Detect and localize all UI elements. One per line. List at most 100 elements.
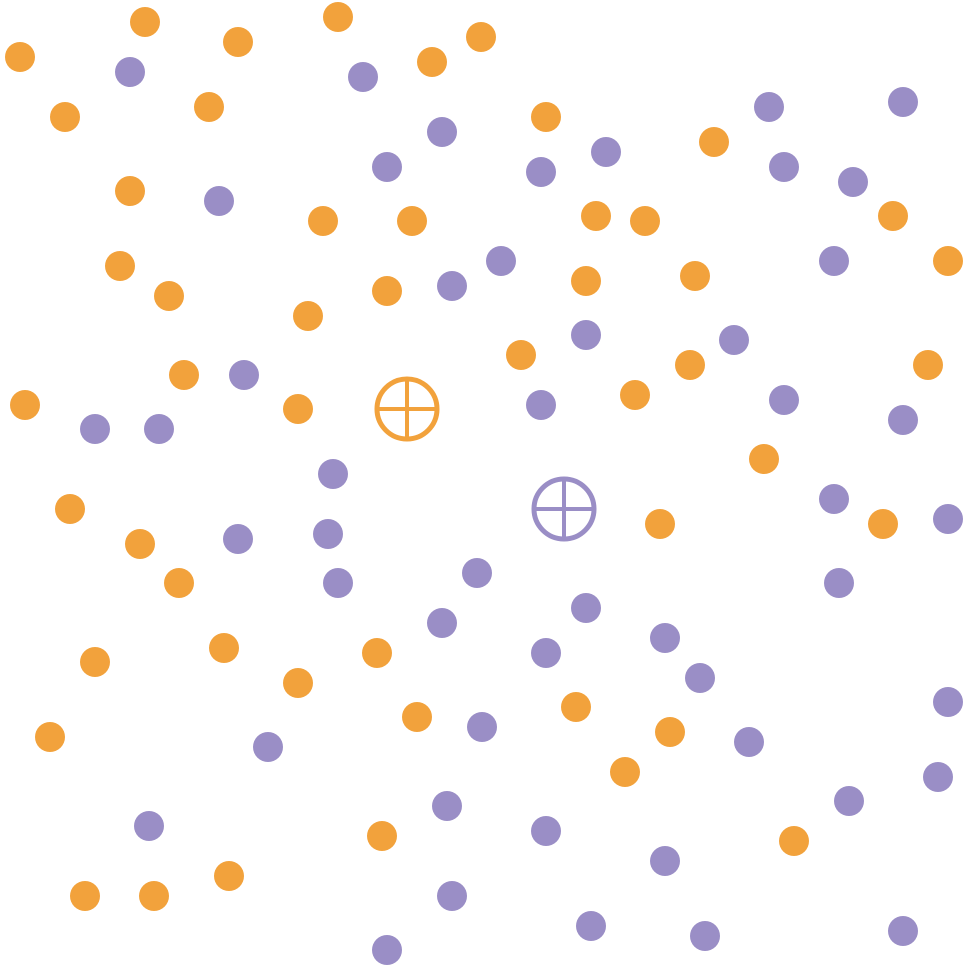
orange-point: [125, 529, 155, 559]
purple-point: [115, 57, 145, 87]
purple-point: [819, 484, 849, 514]
purple-point: [933, 687, 963, 717]
purple-point: [838, 167, 868, 197]
centroid-layer: [374, 376, 597, 542]
orange-point: [655, 717, 685, 747]
points-layer: [5, 2, 963, 965]
orange-point: [283, 668, 313, 698]
purple-point: [427, 608, 457, 638]
purple-point: [824, 568, 854, 598]
purple-point: [372, 935, 402, 965]
purple-point: [571, 320, 601, 350]
orange-point: [367, 821, 397, 851]
purple-point: [80, 414, 110, 444]
orange-point: [139, 881, 169, 911]
purple-point: [204, 186, 234, 216]
orange-point: [283, 394, 313, 424]
purple-point: [531, 816, 561, 846]
orange-point: [372, 276, 402, 306]
orange-point: [35, 722, 65, 752]
purple-point: [769, 385, 799, 415]
orange-point: [630, 206, 660, 236]
purple-point: [933, 504, 963, 534]
orange-point: [105, 251, 135, 281]
orange-point: [308, 206, 338, 236]
orange-point: [169, 360, 199, 390]
orange-point: [531, 102, 561, 132]
orange-point: [55, 494, 85, 524]
purple-point: [467, 712, 497, 742]
orange-point: [164, 568, 194, 598]
purple-point: [253, 732, 283, 762]
orange-point: [561, 692, 591, 722]
orange-point: [506, 340, 536, 370]
orange-point: [50, 102, 80, 132]
purple-point: [888, 916, 918, 946]
orange-point: [699, 127, 729, 157]
purple-point: [526, 157, 556, 187]
purple-point: [486, 246, 516, 276]
orange-point: [913, 350, 943, 380]
purple-point: [144, 414, 174, 444]
orange-point: [10, 390, 40, 420]
orange-point: [749, 444, 779, 474]
orange-point: [154, 281, 184, 311]
orange-point: [323, 2, 353, 32]
orange-point: [933, 246, 963, 276]
purple-point: [650, 623, 680, 653]
purple-point: [685, 663, 715, 693]
orange-point: [417, 47, 447, 77]
orange-centroid-marker: [374, 376, 440, 442]
purple-point: [888, 405, 918, 435]
orange-point: [620, 380, 650, 410]
orange-point: [581, 201, 611, 231]
purple-point: [888, 87, 918, 117]
orange-point: [779, 826, 809, 856]
orange-point: [868, 509, 898, 539]
purple-point: [834, 786, 864, 816]
purple-point: [462, 558, 492, 588]
purple-point: [650, 846, 680, 876]
orange-point: [680, 261, 710, 291]
orange-point: [397, 206, 427, 236]
orange-point: [675, 350, 705, 380]
purple-point: [923, 762, 953, 792]
purple-point: [819, 246, 849, 276]
orange-point: [115, 176, 145, 206]
purple-point: [323, 568, 353, 598]
purple-point: [690, 921, 720, 951]
orange-point: [80, 647, 110, 677]
orange-point: [214, 861, 244, 891]
purple-point: [531, 638, 561, 668]
purple-point: [427, 117, 457, 147]
purple-point: [437, 881, 467, 911]
purple-point: [372, 152, 402, 182]
purple-point: [223, 524, 253, 554]
orange-point: [223, 27, 253, 57]
purple-point: [719, 325, 749, 355]
orange-point: [293, 301, 323, 331]
purple-point: [754, 92, 784, 122]
purple-point: [229, 360, 259, 390]
purple-point: [318, 459, 348, 489]
orange-point: [209, 633, 239, 663]
orange-point: [571, 266, 601, 296]
purple-point: [576, 911, 606, 941]
orange-point: [194, 92, 224, 122]
purple-point: [437, 271, 467, 301]
orange-point: [70, 881, 100, 911]
orange-point: [362, 638, 392, 668]
purple-point: [526, 390, 556, 420]
orange-point: [402, 702, 432, 732]
orange-point: [645, 509, 675, 539]
purple-point: [571, 593, 601, 623]
purple-point: [591, 137, 621, 167]
orange-point: [130, 7, 160, 37]
purple-point: [134, 811, 164, 841]
purple-point: [313, 519, 343, 549]
purple-point: [348, 62, 378, 92]
purple-point: [432, 791, 462, 821]
orange-point: [878, 201, 908, 231]
orange-point: [466, 22, 496, 52]
